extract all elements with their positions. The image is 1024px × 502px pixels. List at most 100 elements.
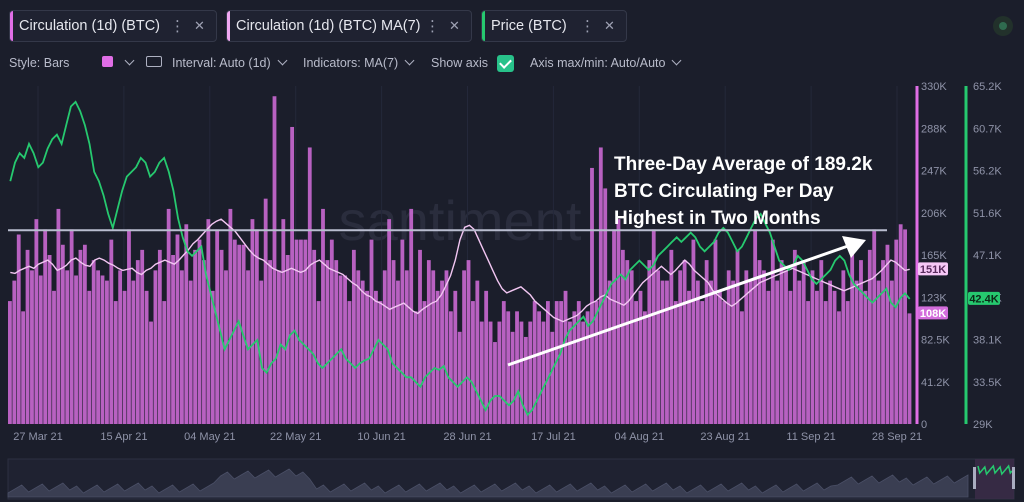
x-axis-tick: 17 Jul 21 — [531, 431, 576, 443]
price-line — [9, 100, 911, 417]
x-axis-tick: 27 Mar 21 — [13, 431, 63, 443]
circulation-bar — [268, 260, 272, 424]
right-axis-tick: 38.1K — [973, 335, 1002, 347]
circulation-bar — [325, 260, 330, 424]
circulation-bar — [493, 342, 497, 424]
circulation-bar — [237, 244, 242, 424]
circulation-bar — [841, 270, 846, 424]
axis-minmax-dropdown[interactable]: Axis max/min: Auto/Auto — [530, 55, 682, 70]
right-axis-tick: 47.1K — [973, 250, 1002, 262]
circulation-bar — [307, 147, 312, 425]
circulation-bar — [806, 301, 810, 424]
annotation: Three-Day Average of 189.2k BTC Circulat… — [614, 154, 873, 229]
circulation-bar — [387, 219, 392, 424]
close-icon[interactable]: ✕ — [194, 18, 205, 33]
circulation-bar — [321, 208, 325, 424]
circulation-bar — [700, 301, 705, 424]
circulation-bar — [620, 249, 625, 424]
circulation-bar — [82, 244, 87, 424]
circulation-bar — [885, 244, 890, 424]
arrow-shaft — [507, 244, 849, 367]
left-axis-tick: 82.5K — [921, 335, 950, 347]
circulation-bar — [206, 219, 211, 424]
circulation-bar — [519, 321, 524, 424]
left-axis-tick: 41.2K — [921, 377, 950, 389]
circulation-bar — [497, 321, 502, 424]
show-axis-checkbox[interactable] — [497, 55, 514, 72]
circulation-bar — [673, 301, 678, 424]
price-last-value-bg — [968, 291, 1000, 305]
navigator-handle-left — [973, 467, 976, 489]
circulation-bar — [369, 239, 374, 424]
circulation-bar — [537, 311, 541, 424]
circulation-bar — [837, 311, 841, 424]
close-icon[interactable]: ✕ — [449, 18, 460, 33]
circulation-bar — [488, 321, 493, 424]
more-icon[interactable]: ⋮ — [425, 18, 440, 35]
more-icon[interactable]: ⋮ — [170, 18, 185, 35]
left-axis-tick: 247K — [921, 166, 947, 178]
tab-circulation[interactable]: Circulation (1d) (BTC) ⋮ ✕ — [9, 10, 217, 42]
circulation-bar — [462, 270, 467, 424]
circulation-bar — [510, 331, 515, 424]
circulation-bar — [603, 188, 608, 424]
tab-price[interactable]: Price (BTC) ⋮ ✕ — [481, 10, 627, 42]
circulation-bar — [726, 270, 731, 424]
left-axis-tick: 288K — [921, 123, 947, 135]
circulation-bar — [166, 208, 171, 424]
circulation-bar — [731, 280, 736, 424]
circulation-bar — [757, 260, 762, 424]
style-dropdown[interactable]: Style: Bars — [9, 56, 69, 70]
left-axis-tick: 206K — [921, 208, 947, 220]
indicators-dropdown[interactable]: Indicators: MA(7) — [303, 55, 415, 70]
circulation-bar — [823, 301, 828, 424]
circulation-bar — [779, 260, 784, 424]
circulation-bar — [140, 249, 145, 424]
circulation-bar — [682, 260, 687, 424]
circulation-bar — [665, 280, 669, 424]
interval-dropdown[interactable]: Interval: Auto (1d) — [172, 55, 288, 70]
close-icon[interactable]: ✕ — [604, 18, 615, 33]
circulation-bar — [651, 229, 656, 424]
circulation-bar — [881, 260, 885, 424]
right-axis-tick: 51.6K — [973, 208, 1002, 220]
circulation-bar — [263, 198, 268, 424]
circulation-bar — [254, 229, 259, 424]
circulation-last-value: 108K — [920, 308, 946, 320]
circulation-bar — [647, 260, 652, 424]
circulation-bar — [303, 239, 308, 424]
tab-circulation-ma7[interactable]: Circulation (1d) (BTC) MA(7) ⋮ ✕ — [226, 10, 472, 42]
chart-toolbar: Style: Bars Interval: Auto (1d) Indicato… — [0, 52, 1024, 76]
circulation-bar — [329, 239, 334, 424]
circulation-bar — [43, 229, 48, 424]
circulation-bar — [629, 270, 634, 424]
more-icon[interactable]: ⋮ — [580, 18, 595, 35]
circulation-bar — [471, 301, 475, 424]
circulation-bar — [643, 311, 647, 424]
circulation-bar — [360, 280, 365, 424]
tab-label: Price (BTC) — [491, 18, 567, 34]
circulation-bar — [656, 270, 661, 424]
navigator-handle-right — [1012, 467, 1015, 489]
circulation-bar — [232, 239, 237, 424]
interval-icon — [146, 56, 162, 67]
right-axis-tick: 33.5K — [973, 377, 1002, 389]
circulation-bar — [748, 280, 753, 424]
circulation-bar — [475, 280, 480, 424]
left-axis-tick: 0 — [921, 419, 927, 431]
circulation-bar — [228, 208, 233, 424]
x-axis-tick: 28 Jun 21 — [443, 431, 491, 443]
x-axis-tick: 10 Jun 21 — [357, 431, 405, 443]
circulation-bar — [105, 280, 109, 424]
color-swatch[interactable] — [102, 56, 113, 67]
circulation-bar — [876, 280, 881, 424]
circulation-bar — [60, 244, 65, 424]
navigator[interactable] — [7, 458, 1015, 500]
right-axis-tick: 60.7K — [973, 123, 1002, 135]
circulation-bar — [25, 249, 30, 424]
circulation-bar — [87, 290, 92, 424]
circulation-bar — [122, 290, 127, 424]
circulation-bar — [431, 270, 436, 424]
right-axis-tick: 65.2K — [973, 81, 1002, 93]
